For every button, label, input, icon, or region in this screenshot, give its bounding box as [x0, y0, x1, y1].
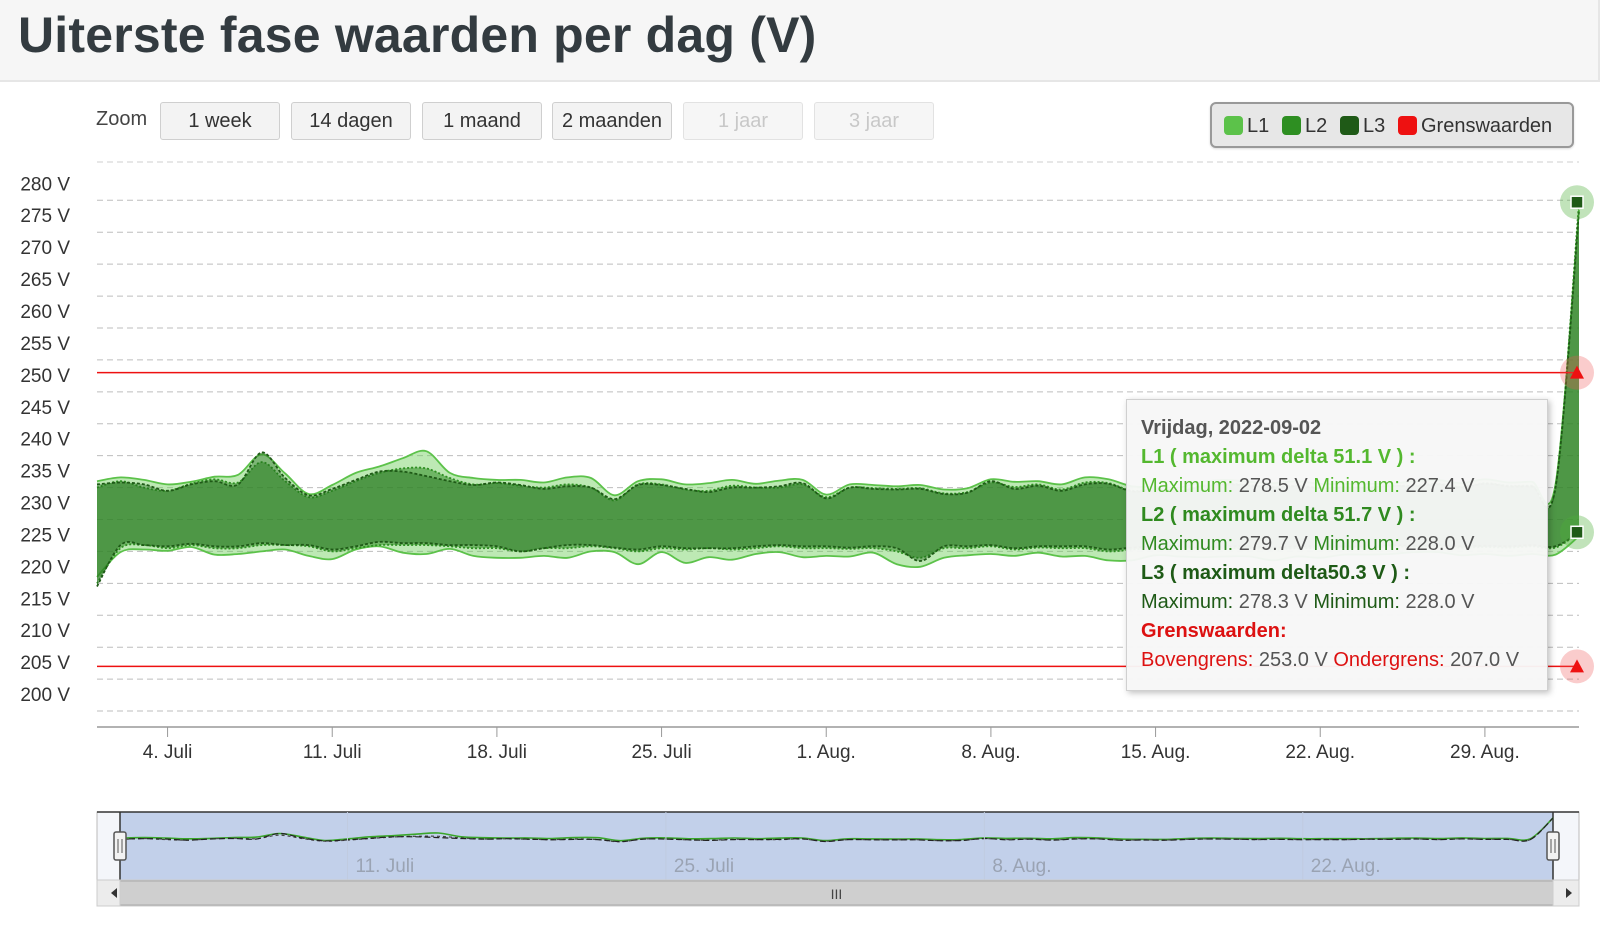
- y-tick-label: 245 V: [20, 398, 70, 419]
- navigator-series-l2: [119, 817, 1554, 843]
- hover-marker-min: [1570, 525, 1584, 540]
- tooltip-l1-min-value: 227.4 V: [1405, 475, 1475, 497]
- x-tick-label: 25. Juli: [631, 742, 691, 763]
- x-tick-label: 11. Juli: [303, 742, 362, 763]
- hover-marker-max: [1570, 195, 1584, 209]
- tooltip-l1-max-label: Maximum:: [1141, 475, 1234, 497]
- chart-legend: L1 L2 L3 Grenswaarden: [1210, 102, 1574, 148]
- tooltip-l3-max-value: 278.3 V: [1238, 591, 1308, 613]
- y-tick-label: 260 V: [20, 302, 70, 323]
- tooltip-l3-max-label: Maximum:: [1141, 591, 1234, 613]
- tooltip-l1-min-label: Minimum:: [1313, 475, 1400, 497]
- tooltip-l2-header: L2 ( maximum delta 51.7 V ) :: [1141, 504, 1416, 526]
- y-axis: 200 V 205 V 210 V 215 V 220 V 225 V 230 V 235 V…: [20, 174, 70, 706]
- zoom-14-days-button[interactable]: 14 dagen: [291, 102, 411, 140]
- tooltip-upper-label: Bovengrens:: [1141, 649, 1254, 671]
- tooltip-l2-min-value: 228.0 V: [1405, 533, 1475, 555]
- zoom-3-years-button[interactable]: 3 jaar: [814, 102, 934, 140]
- tooltip-l3-header: L3 ( maximum delta50.3 V ) :: [1141, 562, 1410, 584]
- y-tick-label: 220 V: [20, 557, 70, 578]
- arrow-left-icon: [111, 888, 117, 898]
- tooltip-l3-min-label: Minimum:: [1313, 591, 1400, 613]
- tooltip-l1-header: L1 ( maximum delta 51.1 V ) :: [1141, 446, 1416, 468]
- series-max-line-l2: [96, 202, 1580, 509]
- tooltip-date: Vrijdag, 2022-09-02: [1141, 417, 1322, 439]
- legend-item-grenswaarden[interactable]: Grenswaarden: [1398, 114, 1552, 138]
- y-tick-label: 270 V: [20, 238, 70, 259]
- zoom-label: Zoom: [96, 108, 148, 130]
- hover-markers: [1560, 185, 1594, 684]
- x-tick-label: 18. Juli: [467, 742, 527, 763]
- x-tick-label: 1. Aug.: [797, 742, 856, 763]
- tooltip-l2-max-value: 279.7 V: [1238, 533, 1308, 555]
- y-tick-label: 215 V: [20, 589, 70, 610]
- tooltip-upper-value: 253.0 V: [1258, 649, 1328, 671]
- y-tick-label: 240 V: [20, 430, 70, 451]
- tooltip-lower-value: 207.0 V: [1450, 649, 1520, 671]
- navigator-tick-label: 8. Aug.: [992, 856, 1051, 877]
- x-axis: 4. Juli 11. Juli 18. Juli 25. Juli 1. Aug. 8.…: [143, 727, 1520, 763]
- legend-label-l3: L3: [1363, 115, 1386, 137]
- tooltip-l2-min-label: Minimum:: [1313, 533, 1400, 555]
- legend-swatch-l2: [1282, 116, 1301, 135]
- y-tick-label: 265 V: [20, 270, 70, 291]
- navigator-tick-label: 25. Juli: [674, 856, 734, 877]
- page-header: Uiterste fase waarden per dag (V): [0, 0, 1600, 82]
- legend-label-l2: L2: [1305, 115, 1328, 137]
- y-tick-label: 235 V: [20, 462, 70, 483]
- zoom-1-year-button[interactable]: 1 jaar: [683, 102, 803, 140]
- zoom-1-week-button[interactable]: 1 week: [160, 102, 280, 140]
- legend-item-l3[interactable]: L3: [1340, 114, 1385, 138]
- legend-label-l1: L1: [1247, 115, 1270, 137]
- tooltip-l2-max-label: Maximum:: [1141, 533, 1234, 555]
- y-tick-label: 200 V: [20, 685, 70, 706]
- navigator-tick-label: 11. Juli: [355, 856, 414, 877]
- zoom-2-months-button[interactable]: 2 maanden: [552, 102, 672, 140]
- tooltip-l3-min-value: 228.0 V: [1405, 591, 1475, 613]
- y-tick-label: 205 V: [20, 653, 70, 674]
- x-tick-label: 8. Aug.: [961, 742, 1020, 763]
- legend-swatch-grenswaarden: [1398, 116, 1417, 135]
- chart-grid: [97, 161, 1579, 728]
- legend-item-l2[interactable]: L2: [1282, 114, 1327, 138]
- y-tick-label: 280 V: [20, 174, 70, 195]
- legend-swatch-l3: [1340, 116, 1359, 135]
- navigator-tick-label: 22. Aug.: [1311, 856, 1381, 877]
- y-tick-label: 255 V: [20, 334, 70, 355]
- hover-marker-threshold: [1570, 659, 1584, 673]
- scrollbar-grip: III: [831, 886, 843, 902]
- arrow-right-icon: [1566, 888, 1572, 898]
- y-tick-label: 230 V: [20, 494, 70, 515]
- x-tick-label: 29. Aug.: [1450, 742, 1520, 763]
- chart-tooltip: Vrijdag, 2022-09-02 L1 ( maximum delta 5…: [1126, 399, 1548, 691]
- legend-label-grenswaarden: Grenswaarden: [1421, 115, 1553, 137]
- zoom-1-month-button[interactable]: 1 maand: [422, 102, 542, 140]
- series-min-line-l2: [96, 531, 1580, 584]
- navigator-handle-left[interactable]: [113, 831, 127, 861]
- legend-swatch-l1: [1224, 116, 1243, 135]
- x-tick-label: 4. Juli: [143, 742, 193, 763]
- legend-item-l1[interactable]: L1: [1224, 114, 1269, 138]
- navigator[interactable]: 11. Juli 25. Juli 8. Aug. 22. Aug. III: [96, 811, 1580, 907]
- y-tick-label: 250 V: [20, 366, 70, 387]
- scroll-right-button[interactable]: [1552, 879, 1580, 907]
- tooltip-lower-label: Ondergrens:: [1333, 649, 1445, 671]
- x-tick-label: 22. Aug.: [1285, 742, 1355, 763]
- page-title: Uiterste fase waarden per dag (V): [18, 7, 817, 63]
- navigator-handle-right[interactable]: [1546, 831, 1560, 861]
- y-tick-label: 225 V: [20, 525, 70, 546]
- tooltip-l1-max-value: 278.5 V: [1238, 475, 1308, 497]
- navigator-selected-range: [120, 812, 1553, 880]
- y-tick-label: 210 V: [20, 621, 70, 642]
- y-tick-label: 275 V: [20, 206, 70, 227]
- navigator-series-l1: [119, 817, 1554, 842]
- scroll-left-button[interactable]: [96, 879, 121, 907]
- tooltip-grens-header: Grenswaarden:: [1141, 620, 1287, 642]
- x-tick-label: 15. Aug.: [1121, 742, 1191, 763]
- hover-marker-threshold: [1570, 365, 1584, 379]
